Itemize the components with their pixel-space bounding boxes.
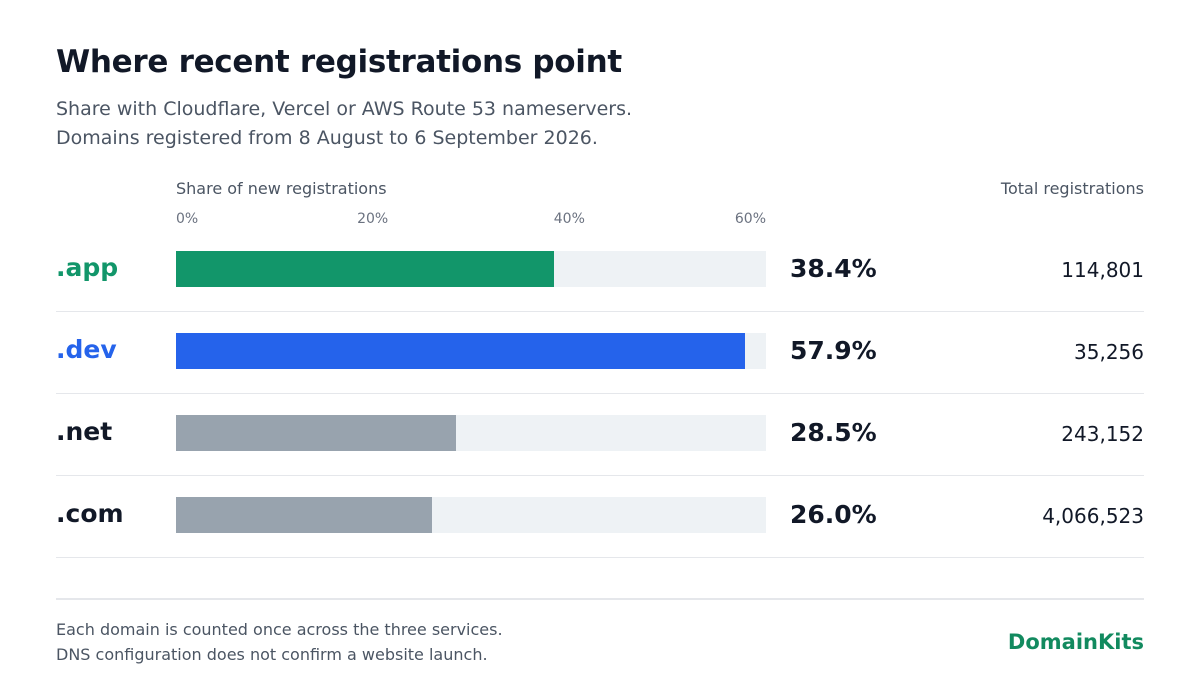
- bar: [176, 415, 457, 451]
- x-tick-label: 40%: [553, 211, 585, 227]
- total-registrations-value: 243,152: [1061, 422, 1144, 446]
- value-label: 38.4%: [790, 254, 877, 283]
- category-label: .com: [56, 499, 124, 528]
- x-axis-title: Share of new registrations: [176, 179, 387, 198]
- value-label: 57.9%: [790, 336, 877, 365]
- value-label: 26.0%: [790, 500, 877, 529]
- chart-date-range: Domains registered from 8 August to 6 Se…: [56, 127, 598, 149]
- x-tick-label: 0%: [176, 211, 199, 227]
- x-tick-label: 60%: [734, 211, 766, 227]
- totals-column-header: Total registrations: [1000, 179, 1144, 198]
- bar-row: .com 26.0% 4,066,523: [56, 475, 1144, 558]
- footnote-dns: DNS configuration does not confirm a web…: [56, 645, 488, 664]
- bar: [176, 333, 746, 369]
- bar-row: .dev 57.9% 35,256: [56, 311, 1144, 394]
- chart-subtitle: Share with Cloudflare, Vercel or AWS Rou…: [56, 98, 633, 120]
- total-registrations-value: 114,801: [1061, 258, 1144, 282]
- total-registrations-value: 35,256: [1074, 340, 1144, 364]
- category-label: .dev: [56, 335, 117, 364]
- chart-title: Where recent registrations point: [56, 44, 622, 80]
- category-label: .net: [56, 417, 113, 446]
- x-tick-label: 20%: [357, 211, 389, 227]
- category-label: .app: [56, 253, 119, 282]
- bar-track: [176, 497, 766, 533]
- footnote-counting: Each domain is counted once across the t…: [56, 620, 503, 639]
- brand-logo: DomainKits: [1007, 630, 1144, 654]
- footer-divider: [56, 598, 1144, 600]
- bar: [176, 251, 554, 287]
- bar-row: .net 28.5% 243,152: [56, 393, 1144, 476]
- bar: [176, 497, 432, 533]
- bar-row: .app 38.4% 114,801: [56, 229, 1144, 312]
- bar-track: [176, 415, 766, 451]
- value-label: 28.5%: [790, 418, 877, 447]
- total-registrations-value: 4,066,523: [1042, 504, 1144, 528]
- bar-track: [176, 333, 766, 369]
- bar-track: [176, 251, 766, 287]
